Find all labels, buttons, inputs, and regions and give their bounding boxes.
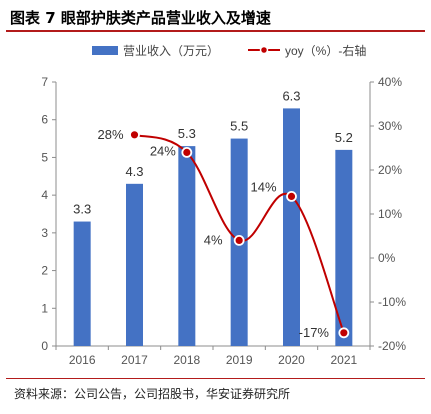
y-left-tick-label: 6	[41, 113, 48, 127]
yoy-value-label: 14%	[250, 179, 276, 194]
yoy-point	[233, 234, 245, 246]
y-right-tick-label: -20%	[378, 339, 406, 353]
bar-value-label: 6.3	[282, 88, 300, 103]
bar-revenue	[126, 183, 143, 346]
bar-revenue	[335, 149, 353, 346]
legend: 营业收入（万元） yoy（%）-右轴	[92, 43, 366, 58]
y-left-tick-label: 1	[41, 301, 48, 315]
y-left-tick-label: 4	[41, 188, 48, 202]
bar-revenue	[283, 108, 300, 347]
legend-label-revenue: 营业收入（万元）	[123, 44, 219, 58]
line-series	[129, 129, 350, 339]
y-right-tick-label: 10%	[378, 207, 402, 221]
bar-value-label: 4.3	[125, 164, 143, 179]
x-tick-label: 2018	[173, 353, 200, 367]
yoy-value-label: 28%	[97, 127, 123, 142]
figure-title: 图表 7 眼部护肤类产品营业收入及增速	[10, 9, 271, 27]
x-tick-label: 2021	[330, 353, 357, 367]
x-tick-label: 2017	[121, 353, 148, 367]
yoy-value-label: -17%	[299, 325, 330, 340]
yoy-value-label: 24%	[150, 143, 176, 158]
y-left-tick-label: 3	[41, 226, 48, 240]
y-right-tick-label: -10%	[378, 295, 406, 309]
legend-marker-yoy	[259, 45, 269, 55]
y-left-tick-label: 7	[41, 75, 48, 89]
x-tick-label: 2020	[278, 353, 305, 367]
bar-value-label: 5.5	[230, 119, 248, 134]
bar-series	[73, 108, 353, 347]
x-tick-label: 2016	[69, 353, 96, 367]
chart-container: 营业收入（万元） yoy（%）-右轴 0 1 2 3 4 5 6 7 -20% -10% 0% 10% 2…	[0, 34, 431, 378]
yoy-value-label: 4%	[204, 232, 223, 247]
legend-label-yoy: yoy（%）-右轴	[285, 43, 366, 58]
y-left-tick-label: 0	[41, 339, 48, 353]
source-note: 资料来源：公司公告，公司招股书，华安证券研究所	[14, 387, 291, 401]
footer-divider	[6, 378, 425, 379]
y-right-tick-label: 40%	[378, 75, 402, 89]
bar-revenue	[73, 221, 91, 346]
y-right-tick-label: 0%	[378, 251, 396, 265]
y-left-tick-label: 5	[41, 150, 48, 164]
bar-revenue	[178, 146, 196, 346]
y-right-tick-label: 30%	[378, 119, 402, 133]
yoy-point	[129, 129, 140, 141]
title-divider	[6, 30, 425, 32]
bar-value-label: 5.2	[335, 130, 353, 145]
yoy-point	[181, 147, 193, 158]
y-left-tick-label: 2	[41, 264, 48, 278]
y-right-tick-label: 20%	[378, 163, 402, 177]
bar-value-label: 3.3	[73, 202, 91, 217]
axes: 0 1 2 3 4 5 6 7 -20% -10% 0% 10% 20% 30% 40% 2016 2017 20…	[41, 75, 406, 367]
combo-chart: 营业收入（万元） yoy（%）-右轴 0 1 2 3 4 5 6 7 -20% -10% 0% 10% 2…	[41, 43, 406, 367]
figure-header: 图表 7 眼部护肤类产品营业收入及增速	[0, 0, 431, 34]
data-labels: 3.3 4.3 5.3 5.5 6.3 5.2 28% 24% 4% 14% -17%	[73, 88, 353, 339]
yoy-point	[338, 327, 350, 339]
bar-value-label: 5.3	[178, 126, 196, 141]
yoy-point	[286, 190, 297, 202]
legend-swatch-revenue	[92, 46, 118, 55]
x-tick-label: 2019	[226, 353, 253, 367]
